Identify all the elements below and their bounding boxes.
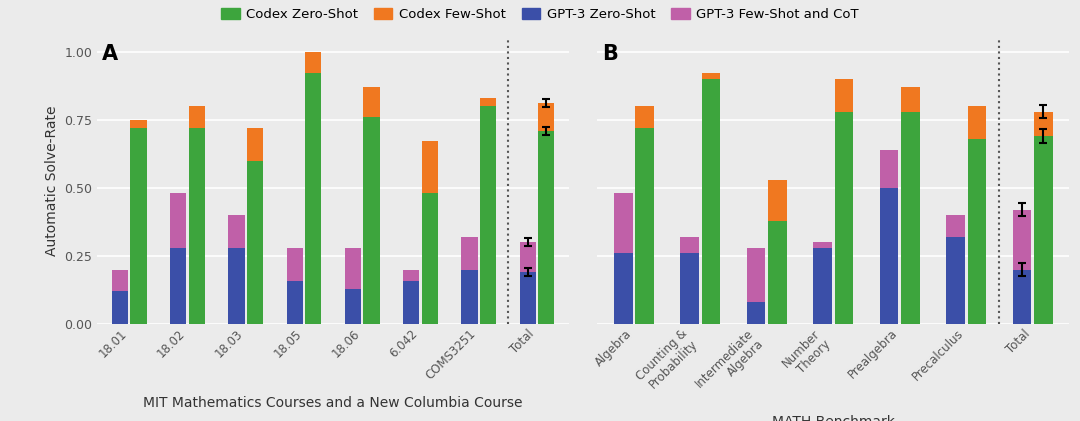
Bar bbox=[247, 128, 264, 160]
Bar bbox=[946, 215, 964, 237]
Bar bbox=[768, 221, 786, 324]
Text: A: A bbox=[102, 44, 118, 64]
Bar bbox=[835, 79, 853, 112]
Y-axis label: Automatic Solve-Rate: Automatic Solve-Rate bbox=[44, 106, 58, 256]
Bar bbox=[286, 280, 302, 324]
Bar bbox=[345, 289, 361, 324]
Bar bbox=[613, 253, 633, 324]
Bar bbox=[1034, 112, 1053, 136]
Bar bbox=[189, 106, 205, 128]
Bar bbox=[363, 117, 380, 324]
Bar bbox=[111, 269, 129, 291]
Bar bbox=[946, 237, 964, 324]
X-axis label: MIT Mathematics Courses and a New Columbia Course: MIT Mathematics Courses and a New Columb… bbox=[144, 396, 523, 410]
Bar bbox=[480, 98, 496, 106]
Bar bbox=[702, 79, 720, 324]
Bar bbox=[228, 215, 244, 248]
Bar bbox=[306, 51, 322, 73]
Bar bbox=[1013, 269, 1031, 324]
X-axis label: MATH Benchmark: MATH Benchmark bbox=[772, 415, 894, 421]
Legend: Codex Zero-Shot, Codex Few-Shot, GPT-3 Zero-Shot, GPT-3 Few-Shot and CoT: Codex Zero-Shot, Codex Few-Shot, GPT-3 Z… bbox=[216, 3, 864, 26]
Bar bbox=[680, 237, 699, 253]
Bar bbox=[228, 248, 244, 324]
Bar bbox=[170, 248, 187, 324]
Bar bbox=[519, 242, 536, 272]
Bar bbox=[880, 150, 899, 188]
Bar bbox=[131, 120, 147, 128]
Bar bbox=[363, 87, 380, 117]
Bar bbox=[519, 272, 536, 324]
Bar bbox=[306, 73, 322, 324]
Bar bbox=[461, 237, 477, 269]
Bar bbox=[538, 103, 554, 131]
Bar bbox=[747, 248, 766, 302]
Bar bbox=[421, 193, 438, 324]
Bar bbox=[702, 73, 720, 79]
Bar bbox=[403, 269, 419, 280]
Bar bbox=[813, 248, 832, 324]
Bar bbox=[680, 253, 699, 324]
Bar bbox=[813, 242, 832, 248]
Bar bbox=[1013, 210, 1031, 269]
Bar bbox=[835, 112, 853, 324]
Bar bbox=[880, 188, 899, 324]
Bar bbox=[480, 106, 496, 324]
Bar bbox=[286, 248, 302, 280]
Bar bbox=[461, 269, 477, 324]
Bar bbox=[747, 302, 766, 324]
Bar bbox=[538, 131, 554, 324]
Bar bbox=[968, 106, 986, 139]
Bar bbox=[247, 160, 264, 324]
Bar bbox=[613, 193, 633, 253]
Bar bbox=[131, 128, 147, 324]
Bar bbox=[635, 128, 653, 324]
Bar bbox=[968, 139, 986, 324]
Bar bbox=[403, 280, 419, 324]
Text: B: B bbox=[602, 44, 618, 64]
Bar bbox=[421, 141, 438, 193]
Bar bbox=[1034, 136, 1053, 324]
Bar bbox=[345, 248, 361, 289]
Bar bbox=[768, 180, 786, 221]
Bar bbox=[901, 87, 920, 112]
Bar bbox=[170, 193, 187, 248]
Bar bbox=[189, 128, 205, 324]
Bar bbox=[635, 106, 653, 128]
Bar bbox=[111, 291, 129, 324]
Bar bbox=[901, 112, 920, 324]
